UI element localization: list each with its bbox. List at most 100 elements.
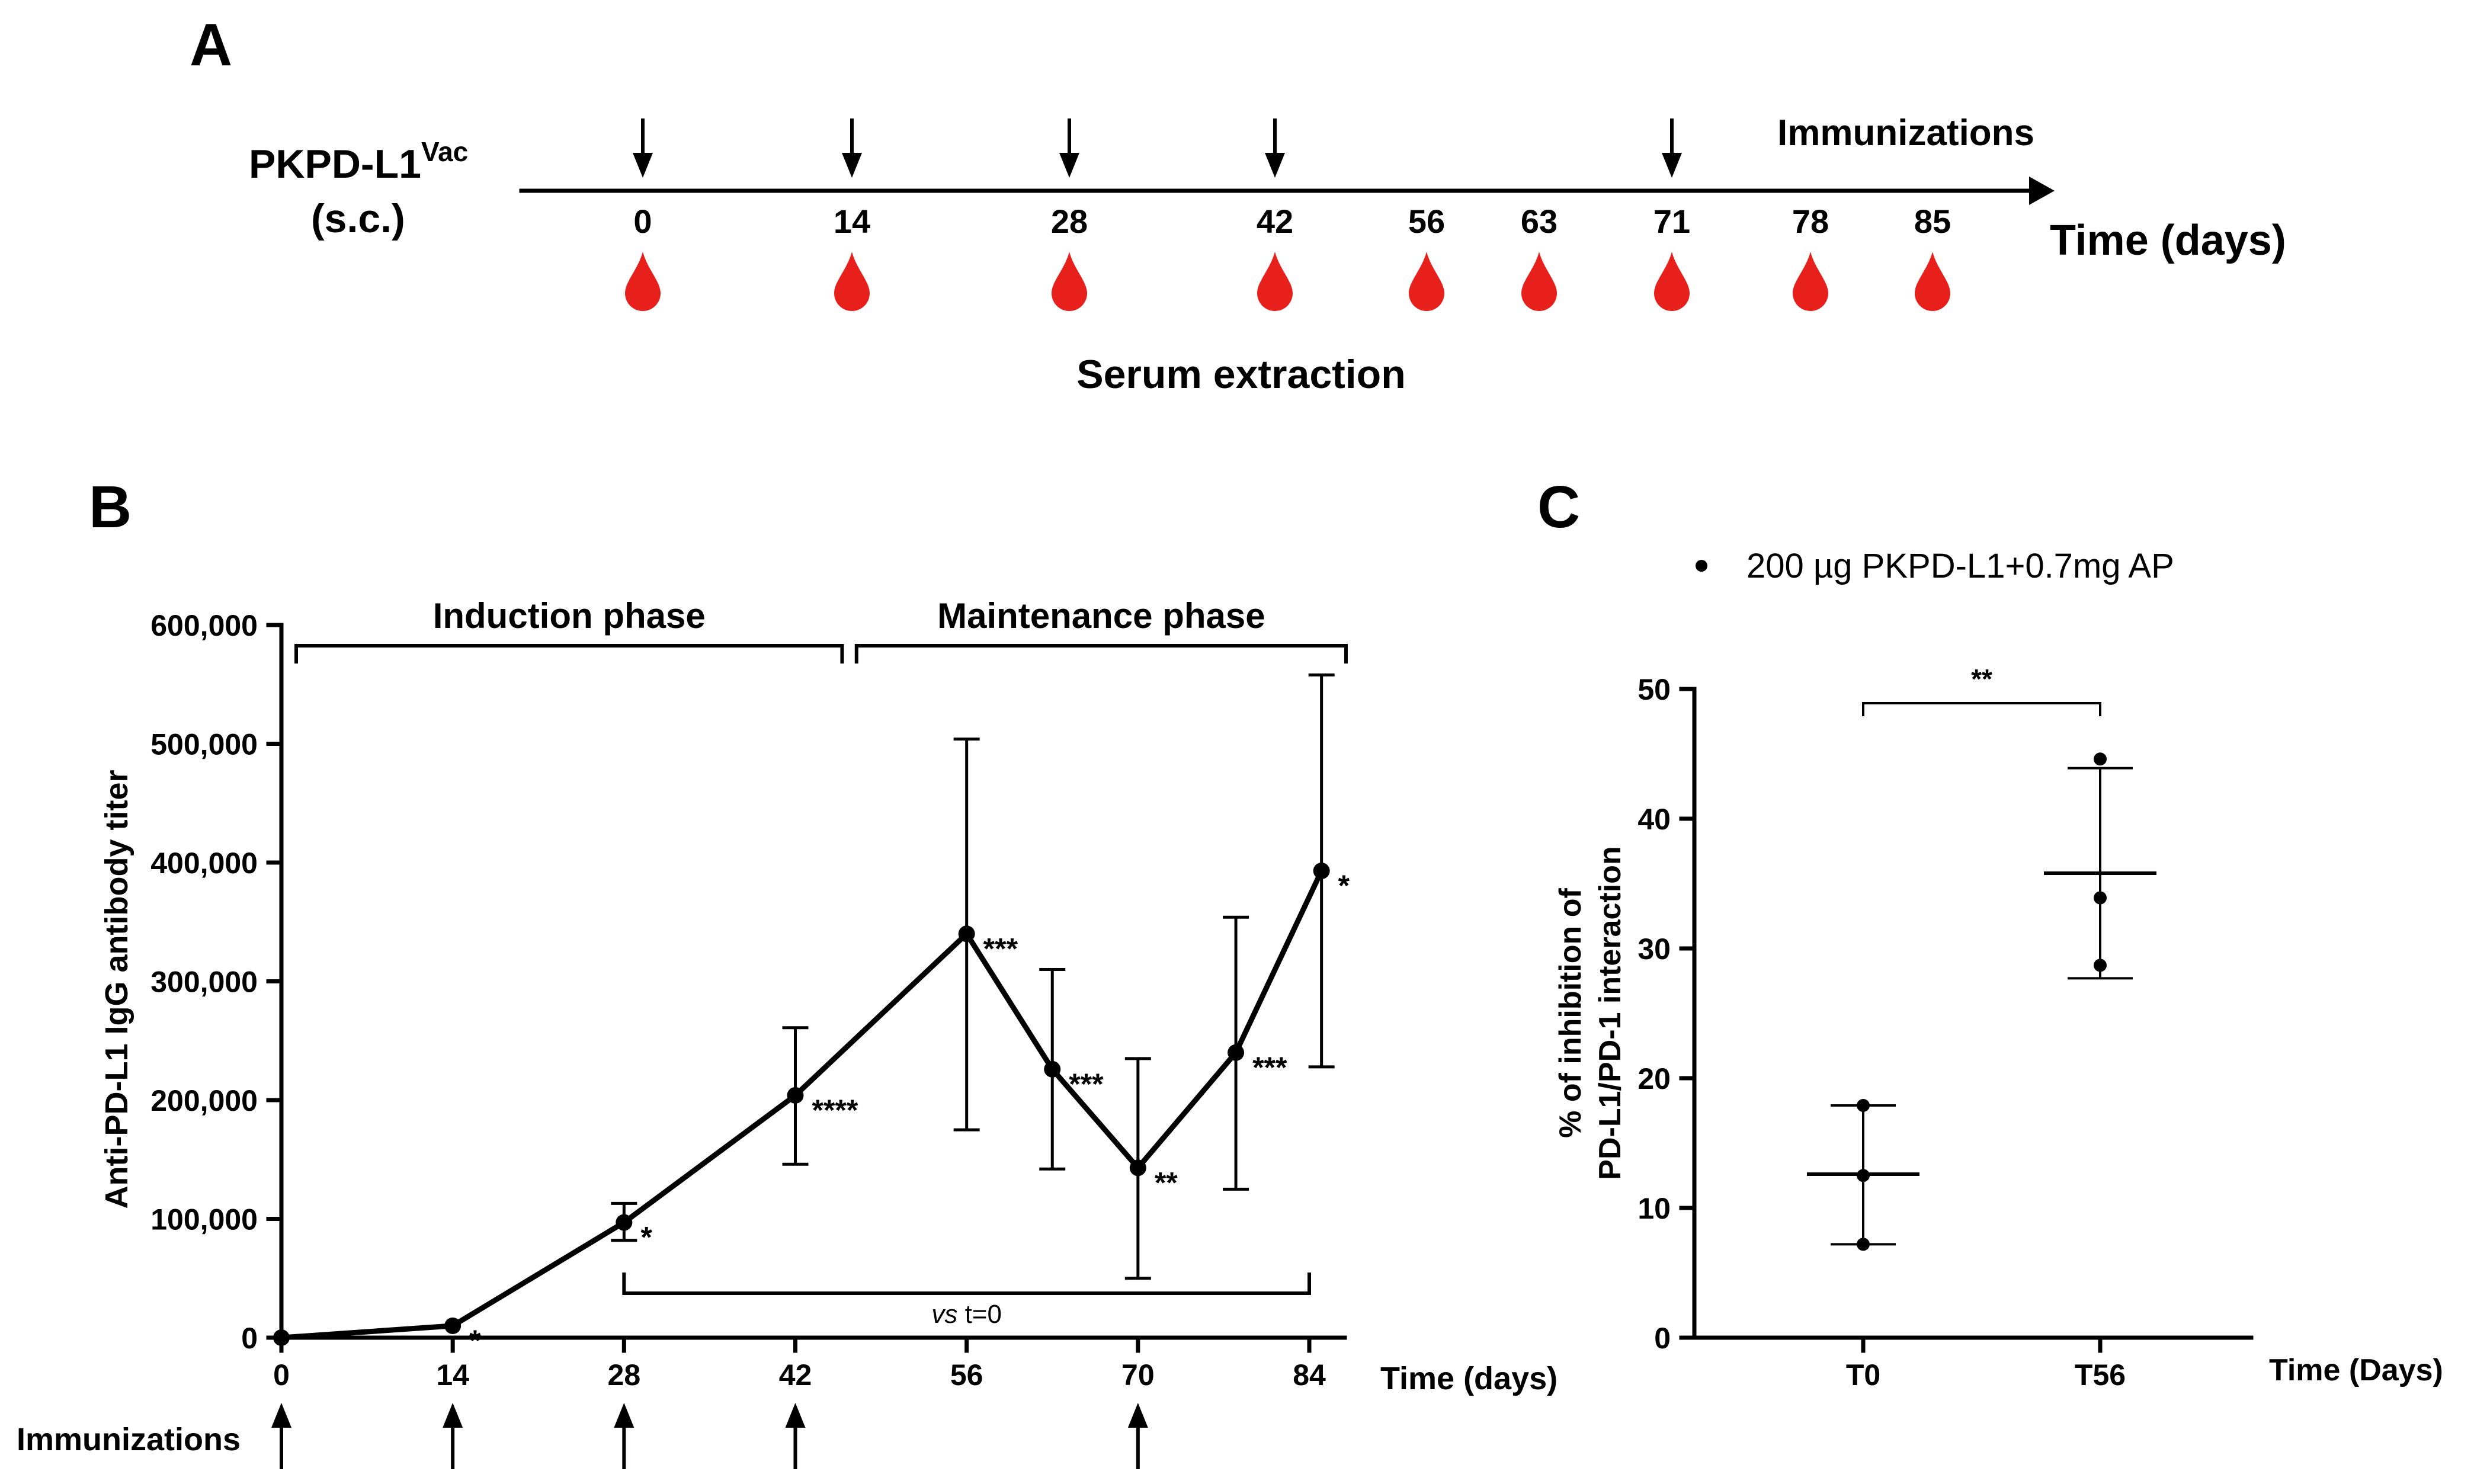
blood-drop-day-28 xyxy=(1052,252,1087,311)
b-significance: **** xyxy=(812,1094,858,1127)
b-significance: *** xyxy=(1069,1068,1104,1101)
b-significance: *** xyxy=(1252,1051,1287,1084)
timeline-day-56: 56 xyxy=(1408,203,1445,240)
b-series-line xyxy=(281,870,1324,1341)
c-y-axis-title-line1: % of inhibition of xyxy=(1553,887,1588,1137)
b-y-tick-label: 100,000 xyxy=(150,1203,258,1236)
b-x-tick-label: 56 xyxy=(950,1358,983,1392)
blood-drop-day-0 xyxy=(625,252,661,311)
panel-a-label: A xyxy=(190,12,232,78)
timeline-arrowhead xyxy=(2029,177,2055,205)
blood-drop-day-42 xyxy=(1257,252,1293,311)
c-significance-label: ** xyxy=(1971,664,1992,694)
panel-b-label: B xyxy=(89,474,132,540)
b-x-axis-title: Time (days) xyxy=(1380,1361,1558,1396)
timeline-day-42: 42 xyxy=(1257,203,1293,240)
c-data-point xyxy=(1857,1238,1870,1251)
blood-drop-day-56 xyxy=(1409,252,1444,311)
b-immunizations-label: Immunizations xyxy=(17,1422,241,1457)
c-group-T0 xyxy=(1807,1098,1919,1251)
c-y-tick-label: 20 xyxy=(1637,1062,1671,1095)
b-data-point xyxy=(787,1086,804,1104)
maintenance-phase-bracket xyxy=(854,644,1348,664)
b-y-tick-label: 400,000 xyxy=(150,847,258,880)
c-x-tick-label: T0 xyxy=(1846,1358,1880,1392)
timeline-day-14: 14 xyxy=(834,203,870,240)
c-x-axis-title: Time (Days) xyxy=(2269,1353,2443,1387)
c-y-tick-label: 0 xyxy=(1654,1322,1671,1355)
induction-phase-bracket xyxy=(294,644,844,664)
b-y-tick-label: 300,000 xyxy=(150,966,258,999)
b-immunization-arrow-day-0 xyxy=(271,1403,291,1469)
b-significance: * xyxy=(469,1324,481,1357)
c-y-tick-label: 30 xyxy=(1637,932,1671,966)
b-immunization-arrow-day-42 xyxy=(785,1403,806,1469)
b-significance: *** xyxy=(983,932,1018,965)
immunization-arrow-day-0 xyxy=(633,118,653,178)
immunization-arrow-day-71 xyxy=(1662,118,1682,178)
b-comparison-label: vs t=0 xyxy=(931,1300,1002,1329)
c-y-tick-label: 40 xyxy=(1637,803,1671,836)
c-y-axis-title-line2: PD-L1/PD-1 interaction xyxy=(1593,846,1627,1179)
b-immunization-arrow-day-28 xyxy=(614,1403,634,1469)
c-x-tick-label: T56 xyxy=(2075,1358,2126,1392)
blood-drops xyxy=(625,252,1950,311)
c-data-point xyxy=(2094,959,2107,972)
b-comparison-line xyxy=(622,1273,1311,1295)
b-immunization-arrow-day-70 xyxy=(1127,1403,1148,1469)
b-y-axis-title: Anti-PD-L1 IgG antibody titer xyxy=(99,770,134,1209)
b-comparison-bracket: vs t=0 xyxy=(622,1273,1311,1329)
b-data-point xyxy=(1313,863,1330,880)
time-days-label: Time (days) xyxy=(2050,217,2286,264)
b-immunization-arrow-day-14 xyxy=(443,1403,463,1469)
c-groups xyxy=(1807,752,2156,1251)
c-data-point xyxy=(2094,752,2107,766)
b-immunization-arrows xyxy=(271,1403,1148,1469)
immunization-arrows xyxy=(633,118,1682,178)
b-data-point xyxy=(1129,1159,1146,1177)
b-x-tick-label: 42 xyxy=(779,1358,812,1392)
b-data-point xyxy=(1044,1060,1061,1078)
c-significance-bracket: ** xyxy=(1862,664,2101,716)
b-significance: * xyxy=(640,1221,652,1254)
serum-extraction-label: Serum extraction xyxy=(1076,352,1406,397)
timeline-ticks: 0 14 28 42 56 63 71 78 85 xyxy=(633,203,1951,240)
c-legend-text: 200 µg PKPD-L1+0.7mg AP xyxy=(1746,547,2174,585)
b-phase-brackets: Induction phase Maintenance phase xyxy=(294,596,1348,664)
c-legend-marker xyxy=(1696,560,1707,572)
b-data-point xyxy=(444,1317,462,1334)
b-x-tick-label: 84 xyxy=(1293,1358,1326,1392)
induction-phase-label: Induction phase xyxy=(433,596,706,636)
c-data-point xyxy=(1857,1169,1870,1182)
maintenance-phase-label: Maintenance phase xyxy=(937,596,1265,636)
b-y-ticks: 0 100,000 200,000 300,000 400,000 500,000 600,… xyxy=(150,609,284,1355)
b-y-tick-label: 600,000 xyxy=(150,609,258,642)
c-data-point xyxy=(2094,891,2107,905)
b-error-bars xyxy=(611,673,1335,1280)
timeline-day-71: 71 xyxy=(1653,203,1690,240)
blood-drop-day-85 xyxy=(1915,252,1950,311)
panel-a-timeline: A PKPD-L1Vac (s.c.) Immunizations Time (… xyxy=(190,12,2286,397)
timeline-day-28: 28 xyxy=(1051,203,1088,240)
timeline-day-63: 63 xyxy=(1521,203,1558,240)
route-label: (s.c.) xyxy=(311,196,405,241)
b-x-tick-label: 28 xyxy=(608,1358,641,1392)
timeline-day-85: 85 xyxy=(1914,203,1951,240)
b-y-tick-label: 500,000 xyxy=(150,728,258,761)
b-y-tick-label: 200,000 xyxy=(150,1084,258,1117)
b-significance: ** xyxy=(1155,1166,1178,1199)
c-y-tick-label: 50 xyxy=(1637,673,1671,706)
b-data-point xyxy=(1228,1044,1245,1061)
b-data-point xyxy=(958,925,975,943)
c-x-ticks: T0 T56 xyxy=(1846,1335,2126,1392)
c-y-ticks: 0 10 20 30 40 50 xyxy=(1637,673,1697,1355)
c-data-point xyxy=(1857,1098,1870,1112)
b-data-point xyxy=(273,1329,290,1346)
b-significance-labels: ****************** xyxy=(469,869,1350,1357)
timeline-day-0: 0 xyxy=(633,203,652,240)
blood-drop-day-63 xyxy=(1521,252,1557,311)
c-significance-line xyxy=(1862,702,2101,716)
b-data-point xyxy=(616,1214,633,1231)
c-group-T56 xyxy=(2044,752,2156,980)
blood-drop-day-14 xyxy=(834,252,870,311)
